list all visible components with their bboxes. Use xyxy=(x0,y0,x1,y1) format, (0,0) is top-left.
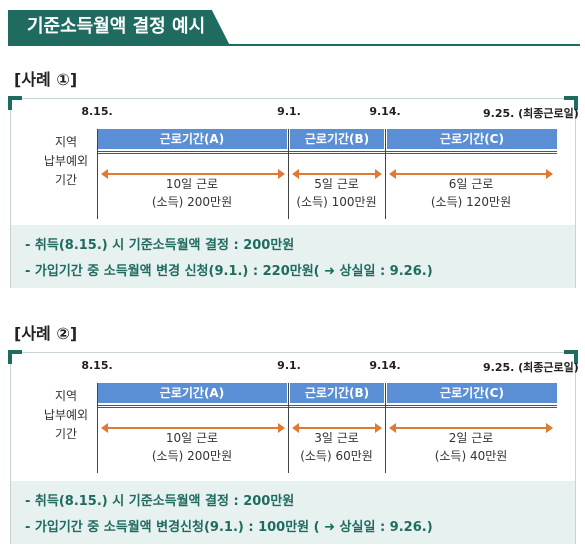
period-b-detail: 5일 근로 (소득) 100만원 xyxy=(288,175,385,211)
period-c-header: 근로기간(C) xyxy=(387,383,557,403)
divider-line xyxy=(97,129,98,219)
divider-line xyxy=(385,383,386,473)
note-change-request: - 가입기간 중 소득월액 변경 신청(9.1.) : 220만원( ➜ 상실일… xyxy=(25,264,433,279)
timeline-underline xyxy=(97,405,557,408)
corner-decoration xyxy=(564,350,578,364)
period-b-income: (소득) 60만원 xyxy=(300,449,373,463)
period-a-income: (소득) 200만원 xyxy=(151,195,233,209)
note-acquisition: - 취득(8.15.) 시 기준소득월액 결정 : 200만원 xyxy=(25,238,295,253)
row-label-line: 납부예외 xyxy=(43,154,89,168)
period-c-detail: 2일 근로 (소득) 40만원 xyxy=(385,429,557,465)
period-a-days: 10일 근로 xyxy=(165,177,219,191)
period-a-days: 10일 근로 xyxy=(165,431,219,445)
row-label: 지역 납부예외 기간 xyxy=(31,387,101,444)
case-2-label: [사례 ②] xyxy=(14,324,78,343)
period-c-header: 근로기간(C) xyxy=(387,129,557,149)
period-a-detail: 10일 근로 (소득) 200만원 xyxy=(97,175,287,211)
case-2-box: 8.15. 9.1. 9.14. 9.25. (최종근로일) 지역 납부예외 기… xyxy=(8,350,579,544)
period-b-header: 근로기간(B) xyxy=(290,383,384,403)
title-bar: 기준소득월액 결정 예시 xyxy=(8,10,580,46)
row-label-line: 기간 xyxy=(54,427,78,441)
divider-line xyxy=(385,129,386,219)
date-start: 8.15. xyxy=(81,359,113,372)
divider-line xyxy=(97,383,98,473)
period-a-detail: 10일 근로 (소득) 200만원 xyxy=(97,429,287,465)
timeline-underline xyxy=(97,151,557,154)
period-a-header: 근로기간(A) xyxy=(97,383,287,403)
period-b-arrow xyxy=(292,423,382,433)
timeline: 근로기간(A) 근로기간(B) 근로기간(C) 10일 근로 (소득) 200만… xyxy=(97,129,557,219)
case-1-box: 8.15. 9.1. 9.14. 9.25. (최종근로일) 지역 납부예외 기… xyxy=(8,96,579,288)
period-c-income: (소득) 120만원 xyxy=(430,195,512,209)
date-last-workday: 9.25. (최종근로일) xyxy=(483,107,579,120)
date-9-1: 9.1. xyxy=(277,105,301,118)
corner-decoration xyxy=(8,350,22,364)
notes-box: - 취득(8.15.) 시 기준소득월액 결정 : 200만원 - 가입기간 중… xyxy=(11,225,575,288)
date-9-14: 9.14. xyxy=(369,105,401,118)
period-b-header: 근로기간(B) xyxy=(290,129,384,149)
note-acquisition: - 취득(8.15.) 시 기준소득월액 결정 : 200만원 xyxy=(25,494,295,509)
row-label-line: 납부예외 xyxy=(43,408,89,422)
period-b-income: (소득) 100만원 xyxy=(296,195,377,209)
period-b-detail: 3일 근로 (소득) 60만원 xyxy=(288,429,385,465)
period-c-income: (소득) 40만원 xyxy=(434,449,508,463)
notes-box: - 취득(8.15.) 시 기준소득월액 결정 : 200만원 - 가입기간 중… xyxy=(11,481,575,544)
period-a-header: 근로기간(A) xyxy=(97,129,287,149)
period-c-arrow xyxy=(389,423,553,433)
row-label-line: 지역 xyxy=(54,135,78,149)
note-change-request: - 가입기간 중 소득월액 변경신청(9.1.) : 100만원 ( ➜ 상실일… xyxy=(25,520,433,535)
period-a-arrow xyxy=(101,423,285,433)
divider-line xyxy=(288,383,289,473)
page-title: 기준소득월액 결정 예시 xyxy=(13,10,230,44)
period-a-income: (소득) 200만원 xyxy=(151,449,233,463)
timeline: 근로기간(A) 근로기간(B) 근로기간(C) 10일 근로 (소득) 200만… xyxy=(97,383,557,473)
date-row: 8.15. 9.1. 9.14. 9.25. (최종근로일) xyxy=(11,105,578,121)
row-label: 지역 납부예외 기간 xyxy=(31,133,101,190)
period-a-arrow xyxy=(101,169,285,179)
row-label-line: 기간 xyxy=(54,173,78,187)
period-c-days: 2일 근로 xyxy=(448,431,494,445)
date-row: 8.15. 9.1. 9.14. 9.25. (최종근로일) xyxy=(11,359,578,375)
period-c-days: 6일 근로 xyxy=(448,177,494,191)
date-start: 8.15. xyxy=(81,105,113,118)
date-9-14: 9.14. xyxy=(369,359,401,372)
corner-decoration xyxy=(8,96,22,110)
period-b-days: 5일 근로 xyxy=(314,177,359,191)
date-last-workday: 9.25. (최종근로일) xyxy=(483,361,579,374)
row-label-line: 지역 xyxy=(54,389,78,403)
case-1-label: [사례 ①] xyxy=(14,70,78,89)
period-c-arrow xyxy=(389,169,553,179)
period-c-detail: 6일 근로 (소득) 120만원 xyxy=(385,175,557,211)
divider-line xyxy=(288,129,289,219)
period-b-days: 3일 근로 xyxy=(314,431,359,445)
date-9-1: 9.1. xyxy=(277,359,301,372)
corner-decoration xyxy=(564,96,578,110)
period-b-arrow xyxy=(292,169,382,179)
